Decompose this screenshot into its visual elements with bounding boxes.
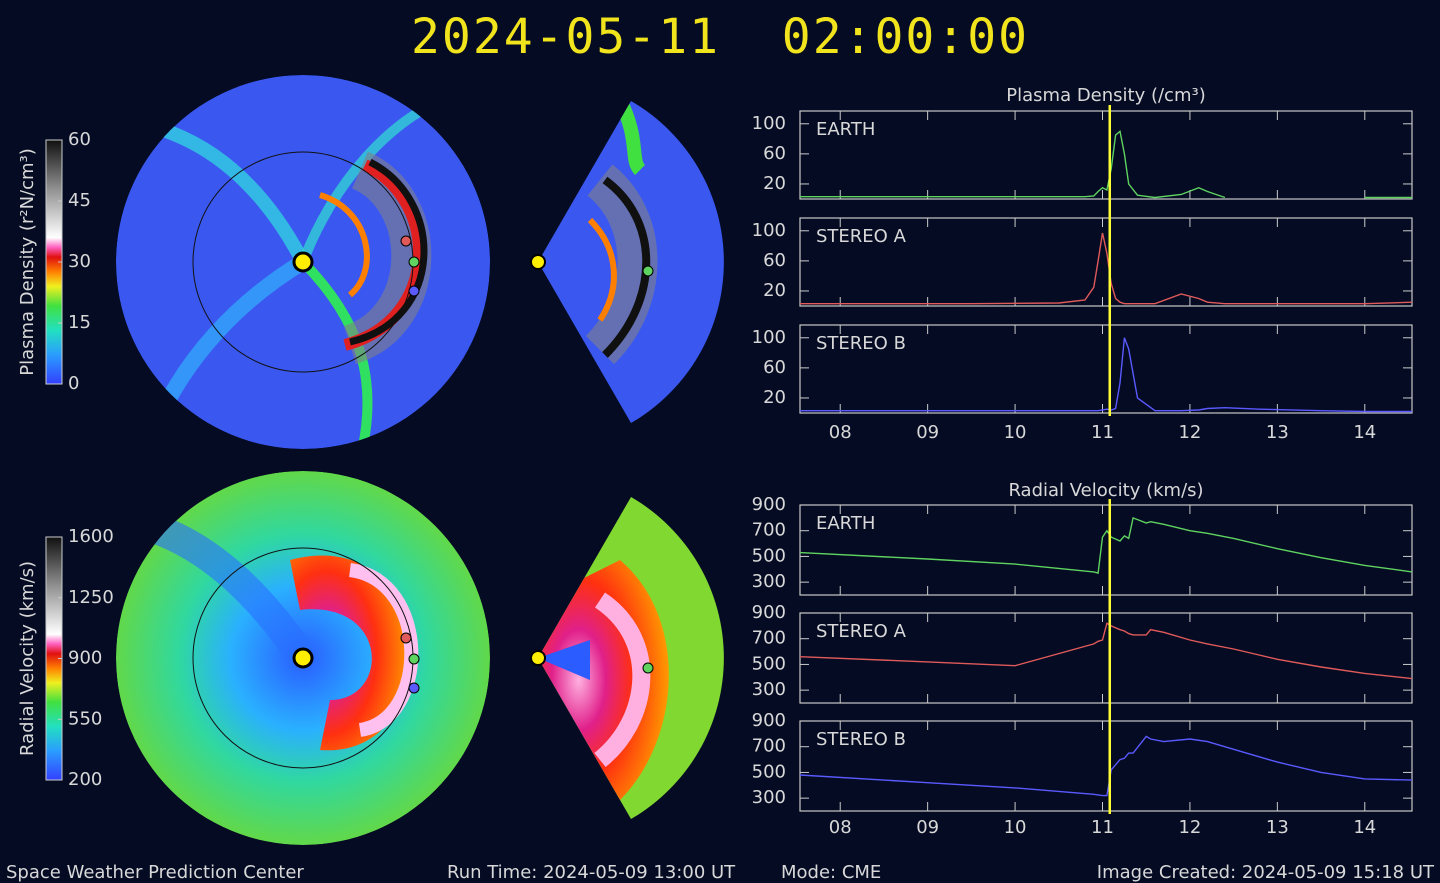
y-tick-label: 100 (752, 220, 786, 241)
x-tick-label: 12 (1178, 422, 1201, 443)
chart-title: Plasma Density (/cm³) (1006, 85, 1205, 106)
y-tick-label: 300 (752, 679, 786, 700)
x-tick-label: 08 (829, 817, 852, 838)
colorbar-tick-label: 30 (68, 251, 91, 272)
panel-frame (799, 324, 1413, 414)
colorbar-label: Plasma Density (r²N/cm³) (17, 148, 38, 376)
colorbar-tick-label: 550 (68, 708, 102, 729)
stereo-b-marker (408, 682, 420, 694)
earth-marker (408, 256, 420, 268)
sun (292, 251, 314, 273)
series-line (799, 735, 1413, 797)
density-wedge (538, 101, 724, 423)
colorbar-tick-label: 200 (68, 769, 102, 790)
stereo-b-marker (408, 285, 420, 297)
y-tick-label: 300 (752, 787, 786, 808)
stereo-a-marker (400, 235, 412, 247)
colorbar-tick-label: 15 (68, 312, 91, 333)
colorbar-tick-label: 60 (68, 129, 91, 150)
x-tick-label: 14 (1353, 422, 1376, 443)
y-tick-label: 60 (763, 143, 786, 164)
y-tick-label: 900 (752, 494, 786, 515)
earth-marker (642, 265, 654, 277)
colorbar-tick-label: 1250 (68, 587, 114, 608)
earth-marker (642, 662, 654, 674)
x-tick-label: 10 (1004, 422, 1027, 443)
y-tick-label: 500 (752, 761, 786, 782)
x-tick-label: 13 (1266, 422, 1289, 443)
y-tick-label: 700 (752, 736, 786, 757)
y-tick-label: 20 (763, 280, 786, 301)
x-tick-label: 14 (1353, 817, 1376, 838)
colorbar-tick-label: 900 (68, 648, 102, 669)
series-line (799, 622, 1413, 680)
sun (530, 650, 546, 666)
panel-frame (799, 612, 1413, 704)
footer-left: Space Weather Prediction Center (6, 862, 304, 883)
footer-right: Image Created: 2024-05-09 15:18 UT (1097, 862, 1435, 883)
colorbar-tick-label: 45 (68, 190, 91, 211)
x-tick-label: 09 (916, 422, 939, 443)
y-tick-label: 900 (752, 710, 786, 731)
series-line (800, 129, 1412, 199)
y-tick-label: 100 (752, 113, 786, 134)
stereo-a-marker (400, 632, 412, 644)
series-name: EARTH (816, 513, 875, 534)
x-tick-label: 11 (1091, 817, 1114, 838)
panel-frame (799, 504, 1413, 596)
earth-marker (408, 653, 420, 665)
series-name: STEREO B (816, 333, 906, 354)
series-name: STEREO B (816, 729, 906, 750)
chart-title: Radial Velocity (km/s) (1008, 480, 1203, 501)
footer-mode: Mode: CME (781, 862, 881, 883)
series-line (799, 516, 1413, 574)
panel-frame (799, 720, 1413, 812)
x-tick-label: 09 (916, 817, 939, 838)
x-tick-label: 12 (1178, 817, 1201, 838)
colorbar-tick-label: 1600 (68, 526, 114, 547)
x-tick-label: 11 (1091, 422, 1114, 443)
colorbar-label: Radial Velocity (km/s) (17, 561, 38, 756)
series-name: STEREO A (816, 621, 907, 642)
y-tick-label: 500 (752, 545, 786, 566)
timestamp-title: 2024-05-11 02:00:00 (411, 9, 1029, 65)
sun (530, 254, 546, 270)
panel-frame (799, 217, 1413, 307)
y-tick-label: 700 (752, 520, 786, 541)
y-tick-label: 500 (752, 653, 786, 674)
x-tick-label: 13 (1266, 817, 1289, 838)
y-tick-label: 60 (763, 250, 786, 271)
y-tick-label: 100 (752, 327, 786, 348)
sun (292, 647, 314, 669)
x-tick-label: 08 (829, 422, 852, 443)
series-name: STEREO A (816, 226, 907, 247)
series-line (800, 337, 1412, 413)
colorbar-tick-label: 0 (68, 373, 79, 394)
y-tick-label: 20 (763, 387, 786, 408)
panel-frame (799, 110, 1413, 200)
y-tick-label: 300 (752, 571, 786, 592)
y-tick-label: 20 (763, 173, 786, 194)
footer-run: Run Time: 2024-05-09 13:00 UT (447, 862, 736, 883)
series-name: EARTH (816, 119, 875, 140)
velocity-wedge (538, 497, 724, 819)
y-tick-label: 60 (763, 357, 786, 378)
y-tick-label: 700 (752, 628, 786, 649)
x-tick-label: 10 (1004, 817, 1027, 838)
y-tick-label: 900 (752, 602, 786, 623)
series-line (800, 232, 1413, 305)
